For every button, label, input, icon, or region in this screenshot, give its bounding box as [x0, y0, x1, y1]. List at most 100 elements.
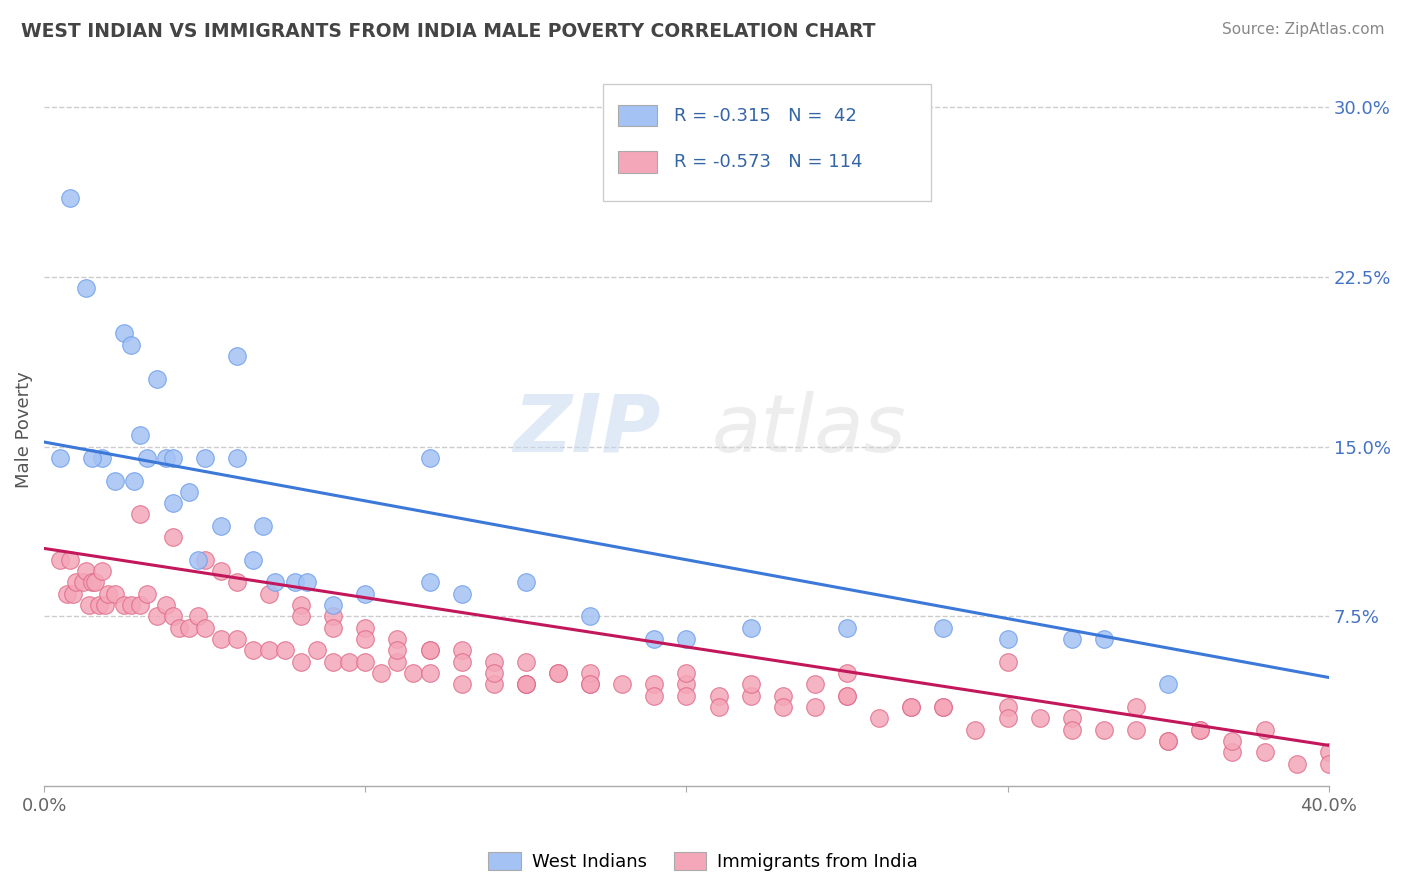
Point	[1157, 734, 1180, 748]
Point	[450, 587, 472, 601]
Point	[900, 699, 922, 714]
Point	[1253, 745, 1275, 759]
Point	[370, 665, 392, 680]
Point	[482, 677, 505, 691]
Point	[84, 575, 107, 590]
Point	[515, 575, 537, 590]
Point	[120, 337, 142, 351]
Point	[675, 665, 697, 680]
Point	[547, 665, 569, 680]
Point	[162, 609, 184, 624]
Point	[804, 677, 827, 691]
Point	[354, 587, 377, 601]
Point	[145, 609, 167, 624]
Point	[900, 699, 922, 714]
Point	[75, 281, 97, 295]
Point	[1222, 734, 1244, 748]
Point	[94, 598, 117, 612]
Point	[225, 632, 247, 646]
Point	[167, 621, 190, 635]
Point	[1125, 723, 1147, 737]
Point	[515, 655, 537, 669]
Point	[194, 553, 217, 567]
Point	[257, 643, 280, 657]
Point	[242, 553, 264, 567]
Point	[135, 450, 157, 465]
Point	[402, 665, 425, 680]
Point	[104, 587, 127, 601]
Point	[1317, 756, 1340, 771]
Bar	[619, 105, 657, 127]
Point	[1222, 745, 1244, 759]
Text: Source: ZipAtlas.com: Source: ZipAtlas.com	[1222, 22, 1385, 37]
Point	[740, 689, 762, 703]
Point	[257, 587, 280, 601]
Text: ZIP: ZIP	[513, 391, 661, 468]
Point	[1285, 756, 1308, 771]
Point	[450, 677, 472, 691]
Point	[322, 609, 344, 624]
Point	[740, 677, 762, 691]
Point	[162, 496, 184, 510]
Point	[155, 450, 177, 465]
Point	[835, 689, 858, 703]
Point	[450, 655, 472, 669]
Point	[104, 474, 127, 488]
Point	[579, 677, 602, 691]
Point	[290, 598, 312, 612]
Point	[997, 699, 1019, 714]
Point	[965, 723, 987, 737]
Point	[242, 643, 264, 657]
Point	[1060, 711, 1083, 725]
Point	[1157, 677, 1180, 691]
Point	[1189, 723, 1212, 737]
Legend: West Indians, Immigrants from India: West Indians, Immigrants from India	[481, 845, 925, 879]
Point	[835, 665, 858, 680]
Point	[187, 609, 209, 624]
Point	[418, 643, 440, 657]
Point	[209, 632, 232, 646]
Point	[322, 598, 344, 612]
Point	[1189, 723, 1212, 737]
Point	[264, 575, 287, 590]
Point	[1125, 699, 1147, 714]
Point	[322, 621, 344, 635]
Point	[835, 621, 858, 635]
Point	[290, 609, 312, 624]
Point	[772, 699, 794, 714]
Point	[804, 699, 827, 714]
Point	[547, 665, 569, 680]
Point	[252, 518, 274, 533]
Point	[932, 699, 955, 714]
Point	[418, 575, 440, 590]
Point	[932, 699, 955, 714]
Text: atlas: atlas	[711, 391, 907, 468]
Text: WEST INDIAN VS IMMIGRANTS FROM INDIA MALE POVERTY CORRELATION CHART: WEST INDIAN VS IMMIGRANTS FROM INDIA MAL…	[21, 22, 876, 41]
Point	[579, 677, 602, 691]
Point	[418, 643, 440, 657]
Point	[75, 564, 97, 578]
Point	[82, 450, 104, 465]
Point	[354, 632, 377, 646]
Point	[482, 665, 505, 680]
Point	[997, 632, 1019, 646]
Point	[112, 326, 135, 341]
Point	[515, 677, 537, 691]
Point	[707, 689, 730, 703]
Point	[387, 632, 409, 646]
Point	[835, 689, 858, 703]
Point	[612, 677, 634, 691]
Point	[177, 621, 200, 635]
Point	[997, 711, 1019, 725]
Point	[450, 643, 472, 657]
Point	[112, 598, 135, 612]
Point	[1317, 745, 1340, 759]
Point	[997, 655, 1019, 669]
Point	[675, 632, 697, 646]
Point	[579, 609, 602, 624]
Point	[177, 484, 200, 499]
Point	[1157, 734, 1180, 748]
Point	[49, 450, 72, 465]
Point	[354, 621, 377, 635]
Text: R = -0.315   N =  42: R = -0.315 N = 42	[673, 107, 856, 125]
